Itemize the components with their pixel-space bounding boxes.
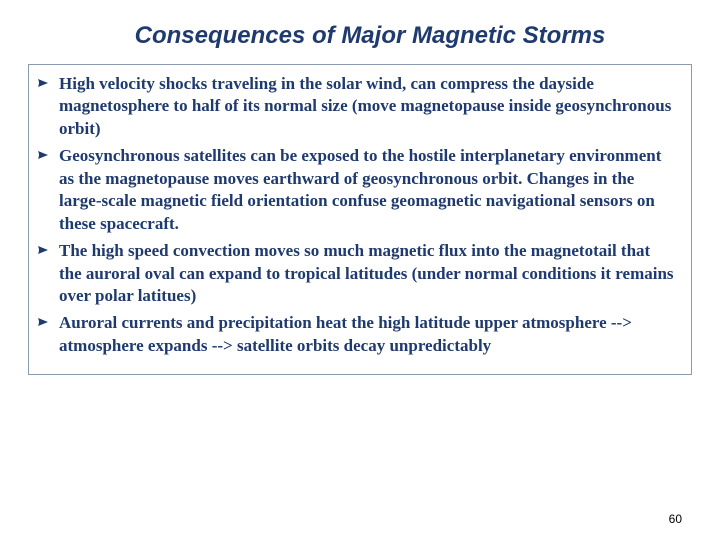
content-box: High velocity shocks traveling in the so… <box>28 64 692 375</box>
arrow-icon <box>37 145 59 161</box>
arrow-icon <box>37 240 59 256</box>
list-item: Auroral currents and precipitation heat … <box>37 312 677 357</box>
arrow-icon <box>37 73 59 89</box>
page-number: 60 <box>669 512 682 526</box>
slide-title: Consequences of Major Magnetic Storms <box>28 22 692 50</box>
list-item: Geosynchronous satellites can be exposed… <box>37 145 677 235</box>
slide: Consequences of Major Magnetic Storms Hi… <box>0 0 720 540</box>
bullet-text: High velocity shocks traveling in the so… <box>59 73 677 140</box>
bullet-list: High velocity shocks traveling in the so… <box>37 73 677 357</box>
list-item: High velocity shocks traveling in the so… <box>37 73 677 140</box>
bullet-text: Auroral currents and precipitation heat … <box>59 312 677 357</box>
arrow-icon <box>37 312 59 328</box>
bullet-text: The high speed convection moves so much … <box>59 240 677 307</box>
bullet-text: Geosynchronous satellites can be exposed… <box>59 145 677 235</box>
list-item: The high speed convection moves so much … <box>37 240 677 307</box>
